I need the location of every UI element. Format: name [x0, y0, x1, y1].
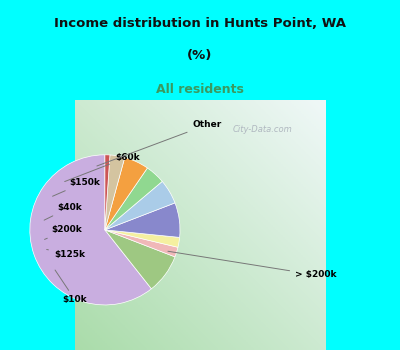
- Text: All residents: All residents: [156, 83, 244, 96]
- Text: Income distribution in Hunts Point, WA: Income distribution in Hunts Point, WA: [54, 18, 346, 30]
- Text: (%): (%): [187, 49, 213, 62]
- Text: $200k: $200k: [44, 225, 82, 239]
- Wedge shape: [105, 230, 175, 289]
- Wedge shape: [105, 181, 175, 230]
- Text: $125k: $125k: [47, 250, 85, 259]
- Text: Other: Other: [97, 120, 222, 166]
- Wedge shape: [105, 158, 147, 230]
- Wedge shape: [105, 155, 125, 230]
- Wedge shape: [105, 230, 180, 247]
- Text: > $200k: > $200k: [168, 251, 336, 279]
- Text: $150k: $150k: [52, 178, 100, 196]
- Wedge shape: [105, 203, 180, 237]
- Text: $10k: $10k: [55, 270, 87, 304]
- Text: City-Data.com: City-Data.com: [233, 125, 292, 134]
- Wedge shape: [105, 155, 110, 230]
- Text: $60k: $60k: [65, 153, 140, 182]
- Wedge shape: [30, 155, 152, 305]
- Text: $40k: $40k: [44, 203, 82, 220]
- Wedge shape: [105, 168, 162, 230]
- Wedge shape: [105, 230, 178, 257]
